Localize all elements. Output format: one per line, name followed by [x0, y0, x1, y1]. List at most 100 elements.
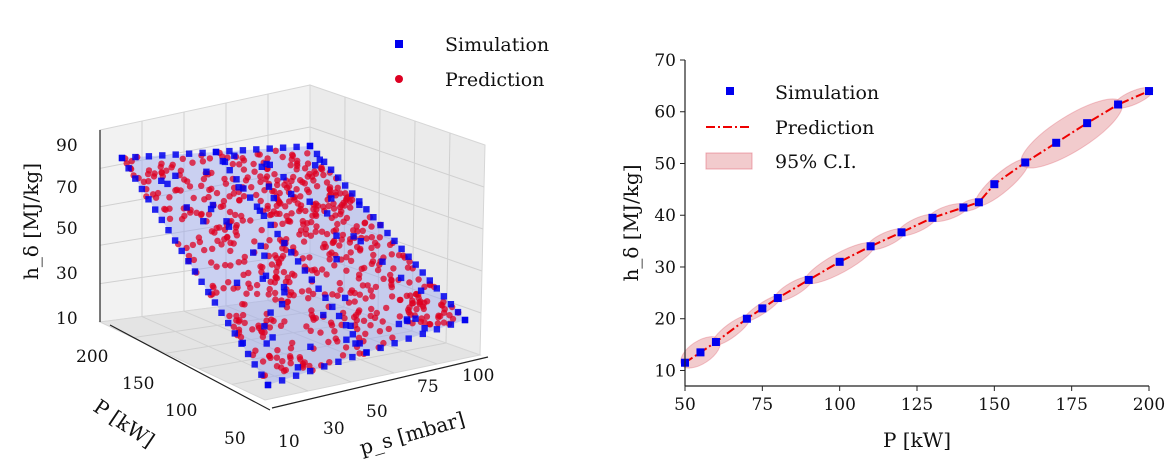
prediction-point: [268, 261, 276, 268]
prediction-point: [270, 188, 278, 195]
ps-tick-labels: 10 30 50 75 100: [278, 366, 494, 452]
simulation-point: [172, 172, 179, 179]
simulation-point: [225, 223, 233, 230]
prediction-point: [408, 300, 416, 307]
simulation-point: [250, 249, 257, 256]
simulation-point: [440, 293, 448, 300]
grid-line: [99, 210, 311, 246]
simulation-point: [773, 294, 782, 303]
simulation-markers: [681, 87, 1153, 367]
prediction-point: [282, 203, 289, 210]
simulation-point: [225, 319, 232, 327]
simulation-point: [253, 146, 260, 153]
prediction-point: [230, 323, 237, 330]
prediction-point: [304, 160, 312, 167]
prediction-point: [184, 178, 191, 185]
simulation-point: [412, 261, 419, 268]
simulation-point: [711, 338, 720, 347]
prediction-point: [319, 244, 327, 251]
prediction-point: [267, 354, 274, 361]
y-axis-label: h_δ [MJ/kg]: [619, 164, 643, 281]
prediction-point: [385, 325, 392, 333]
simulation-point: [433, 326, 441, 333]
prediction-point: [367, 287, 374, 294]
prediction-point: [294, 162, 301, 169]
z-tick-labels: 90 70 50 30 10: [56, 136, 78, 329]
prediction-point: [326, 251, 333, 258]
simulation-point: [335, 312, 343, 320]
line-chart: 50 75 100 125 150 175 200 10 20 30 40 50 60 70 P [kW…: [619, 51, 1165, 452]
simulation-points: [118, 142, 469, 389]
simulation-point: [247, 194, 254, 201]
prediction-point: [368, 234, 375, 241]
simulation-point: [158, 177, 165, 184]
prediction-point: [187, 209, 194, 216]
prediction-point: [287, 354, 294, 362]
surface-scatter-3d-chart: 90 70 50 30 10 200 150 100 50 10 30 50 7…: [19, 34, 549, 460]
prediction-point: [334, 220, 341, 228]
prediction-point: [323, 179, 331, 186]
simulation-point: [164, 180, 171, 188]
simulation-point: [447, 321, 455, 328]
simulation-point: [244, 350, 252, 358]
simulation-point: [288, 249, 295, 256]
prediction-point: [271, 171, 278, 178]
prediction-point: [157, 163, 164, 171]
prediction-point: [395, 252, 403, 259]
prediction-point: [220, 197, 228, 205]
x-tick-label: 175: [1055, 395, 1087, 415]
simulation-point: [185, 150, 193, 157]
simulation-point: [1021, 158, 1030, 167]
y-tick-label: 60: [654, 103, 676, 123]
prediction-point: [240, 193, 248, 200]
prediction-point: [279, 358, 286, 365]
simulation-point: [251, 361, 258, 368]
legend-simulation-marker: [395, 40, 403, 48]
z-tick-label: 10: [56, 309, 78, 329]
simulation-point: [235, 184, 242, 191]
simulation-point: [145, 196, 152, 203]
z-axis-label: h_δ [MJ/kg]: [19, 163, 43, 280]
prediction-point: [259, 333, 267, 340]
simulation-point: [264, 381, 272, 389]
prediction-point: [325, 202, 332, 210]
prediction-point: [239, 217, 246, 224]
prediction-point: [363, 235, 370, 242]
x-ticks: 50 75 100 125 150 175 200: [674, 386, 1165, 415]
prediction-point: [302, 230, 310, 238]
simulation-point: [233, 176, 240, 183]
simulation-point: [356, 198, 363, 205]
prediction-point: [199, 158, 207, 165]
legend-ci-label: 95% C.I.: [775, 151, 857, 173]
prediction-point: [270, 208, 277, 215]
simulation-point: [327, 166, 335, 173]
prediction-point: [289, 270, 296, 277]
prediction-point: [230, 190, 237, 197]
prediction-point: [272, 147, 279, 154]
prediction-point: [245, 280, 252, 287]
simulation-point: [928, 213, 937, 222]
prediction-point: [266, 285, 273, 293]
simulation-point: [419, 269, 426, 276]
simulation-point: [320, 158, 328, 165]
prediction-point: [325, 338, 332, 346]
prediction-point: [347, 249, 354, 256]
simulation-point: [159, 152, 166, 159]
prediction-point: [259, 358, 267, 365]
simulation-point: [267, 221, 274, 229]
prediction-point: [405, 309, 413, 316]
p-axis-line: [109, 324, 271, 411]
ps-tick-label: 75: [417, 377, 439, 397]
prediction-point: [307, 232, 315, 239]
prediction-point: [343, 254, 350, 261]
prediction-point: [286, 218, 294, 225]
p-tick-label: 200: [76, 347, 108, 367]
prediction-point: [306, 362, 313, 370]
prediction-point: [303, 323, 310, 330]
prediction-point: [250, 160, 257, 168]
simulation-point: [212, 148, 220, 156]
prediction-point: [343, 267, 350, 274]
grid-line: [377, 108, 381, 320]
prediction-point: [263, 173, 271, 180]
prediction-point: [360, 317, 368, 324]
